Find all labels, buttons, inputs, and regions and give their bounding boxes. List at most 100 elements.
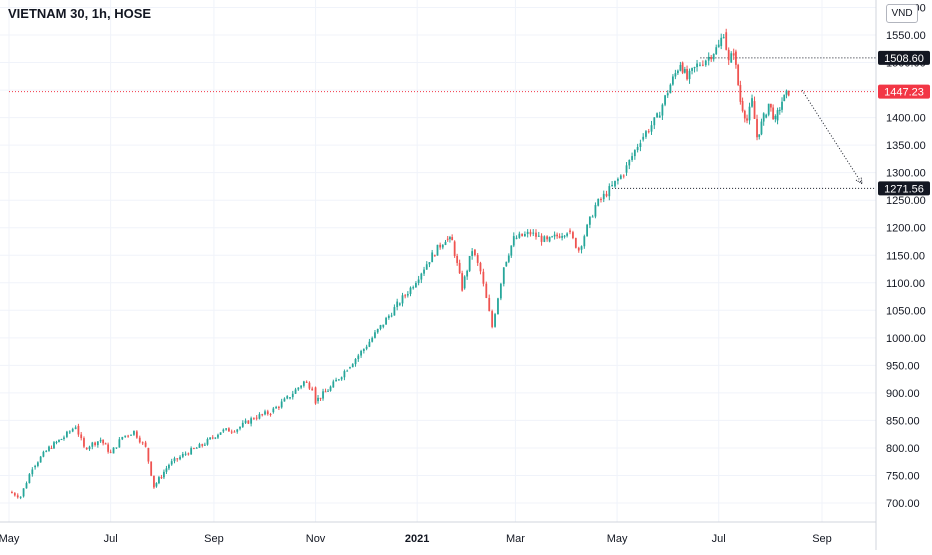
candle-body (195, 447, 198, 449)
candle-body (746, 118, 748, 121)
candle-body (219, 432, 222, 435)
candle-body (324, 391, 327, 393)
level-label: 1508.60 (884, 53, 924, 65)
candle-body (453, 241, 456, 257)
candle-body (280, 401, 283, 408)
candle-body (198, 444, 201, 448)
level-label: 1447.23 (884, 87, 924, 99)
candle-body (658, 115, 661, 118)
candle-body (65, 431, 68, 437)
candle-body (376, 328, 379, 333)
candle-body (337, 379, 340, 381)
candle-body (354, 359, 357, 365)
candle-body (725, 32, 728, 50)
candle-body (275, 406, 278, 409)
y-tick-label: 1400.00 (886, 113, 926, 125)
candle-body (203, 444, 206, 446)
candle-body (444, 241, 447, 245)
candle-body (141, 442, 144, 444)
candle-body (449, 237, 451, 240)
y-tick-label: 950.00 (886, 360, 920, 372)
candle-body (417, 279, 420, 284)
candle-body (68, 431, 71, 433)
candle-body (546, 236, 549, 240)
candle-body (491, 311, 494, 328)
candle-body (25, 483, 28, 489)
candle-body (88, 446, 91, 450)
candle-body (160, 477, 163, 479)
candle-body (241, 422, 244, 427)
candle-body (264, 411, 266, 415)
candle-body (228, 428, 230, 432)
currency-button[interactable]: VND (886, 4, 918, 23)
candle-body (176, 458, 179, 460)
candle-body (510, 245, 513, 256)
candle-body (622, 175, 625, 177)
level-label: 1271.56 (884, 183, 924, 195)
y-tick-label: 1350.00 (886, 140, 926, 152)
candle-body (669, 84, 672, 94)
candle-body (748, 106, 751, 121)
candle-body (608, 186, 611, 197)
candle-body (305, 381, 308, 383)
candle-body (476, 255, 479, 263)
y-tick-label: 1550.00 (886, 30, 926, 42)
candle-body (710, 57, 713, 60)
x-tick-label: May (607, 533, 628, 545)
candle-body (776, 110, 779, 121)
candle-body (639, 143, 642, 147)
candle-body (42, 451, 45, 457)
candle-body (371, 337, 374, 342)
candle-body (261, 414, 264, 416)
candle-body (133, 430, 135, 435)
candle-body (456, 256, 459, 263)
candle-body (633, 150, 636, 157)
chart-title: VIETNAM 30, 1h, HOSE (8, 6, 152, 21)
level-lines (9, 57, 876, 189)
candle-body (722, 37, 725, 39)
candle-body (762, 113, 765, 122)
candle-body (255, 417, 258, 419)
y-tick-label: 1050.00 (886, 305, 926, 317)
level-label-bg (878, 84, 930, 99)
candle-body (505, 261, 508, 267)
price-labels: 1508.60 1447.23 1271.56 (878, 50, 930, 196)
candle-body (412, 287, 415, 289)
candle-body (600, 199, 602, 201)
y-tick-label: 850.00 (886, 415, 920, 427)
candle-body (401, 295, 404, 304)
candle-body (211, 437, 214, 439)
candle-body (217, 434, 219, 438)
candle-body (193, 448, 195, 450)
candle-body (645, 131, 647, 137)
candle-body (458, 262, 461, 274)
candle-body (22, 488, 25, 497)
candle-body (308, 382, 311, 389)
candle-body (184, 453, 187, 455)
candle-body (420, 273, 423, 280)
candle-body (737, 64, 740, 85)
candle-body (368, 341, 371, 347)
candle-body (461, 273, 464, 291)
candle-body (266, 411, 269, 415)
candle-body (155, 483, 158, 487)
candle-body (332, 381, 335, 388)
candle-body (540, 235, 543, 242)
candle-body (741, 101, 744, 111)
candle-body (451, 237, 454, 241)
candle-body (317, 397, 319, 402)
candle-body (787, 90, 790, 96)
candle-body (144, 442, 147, 447)
candle-body (778, 109, 781, 111)
candle-body (556, 234, 559, 237)
candle-body (751, 98, 753, 107)
candle-body (681, 62, 684, 73)
candle-body (250, 418, 253, 424)
candle-body (760, 121, 763, 135)
candle-body (362, 349, 365, 351)
candle-body (674, 73, 677, 77)
candle-body (468, 255, 471, 271)
y-tick-label: 900.00 (886, 388, 920, 400)
